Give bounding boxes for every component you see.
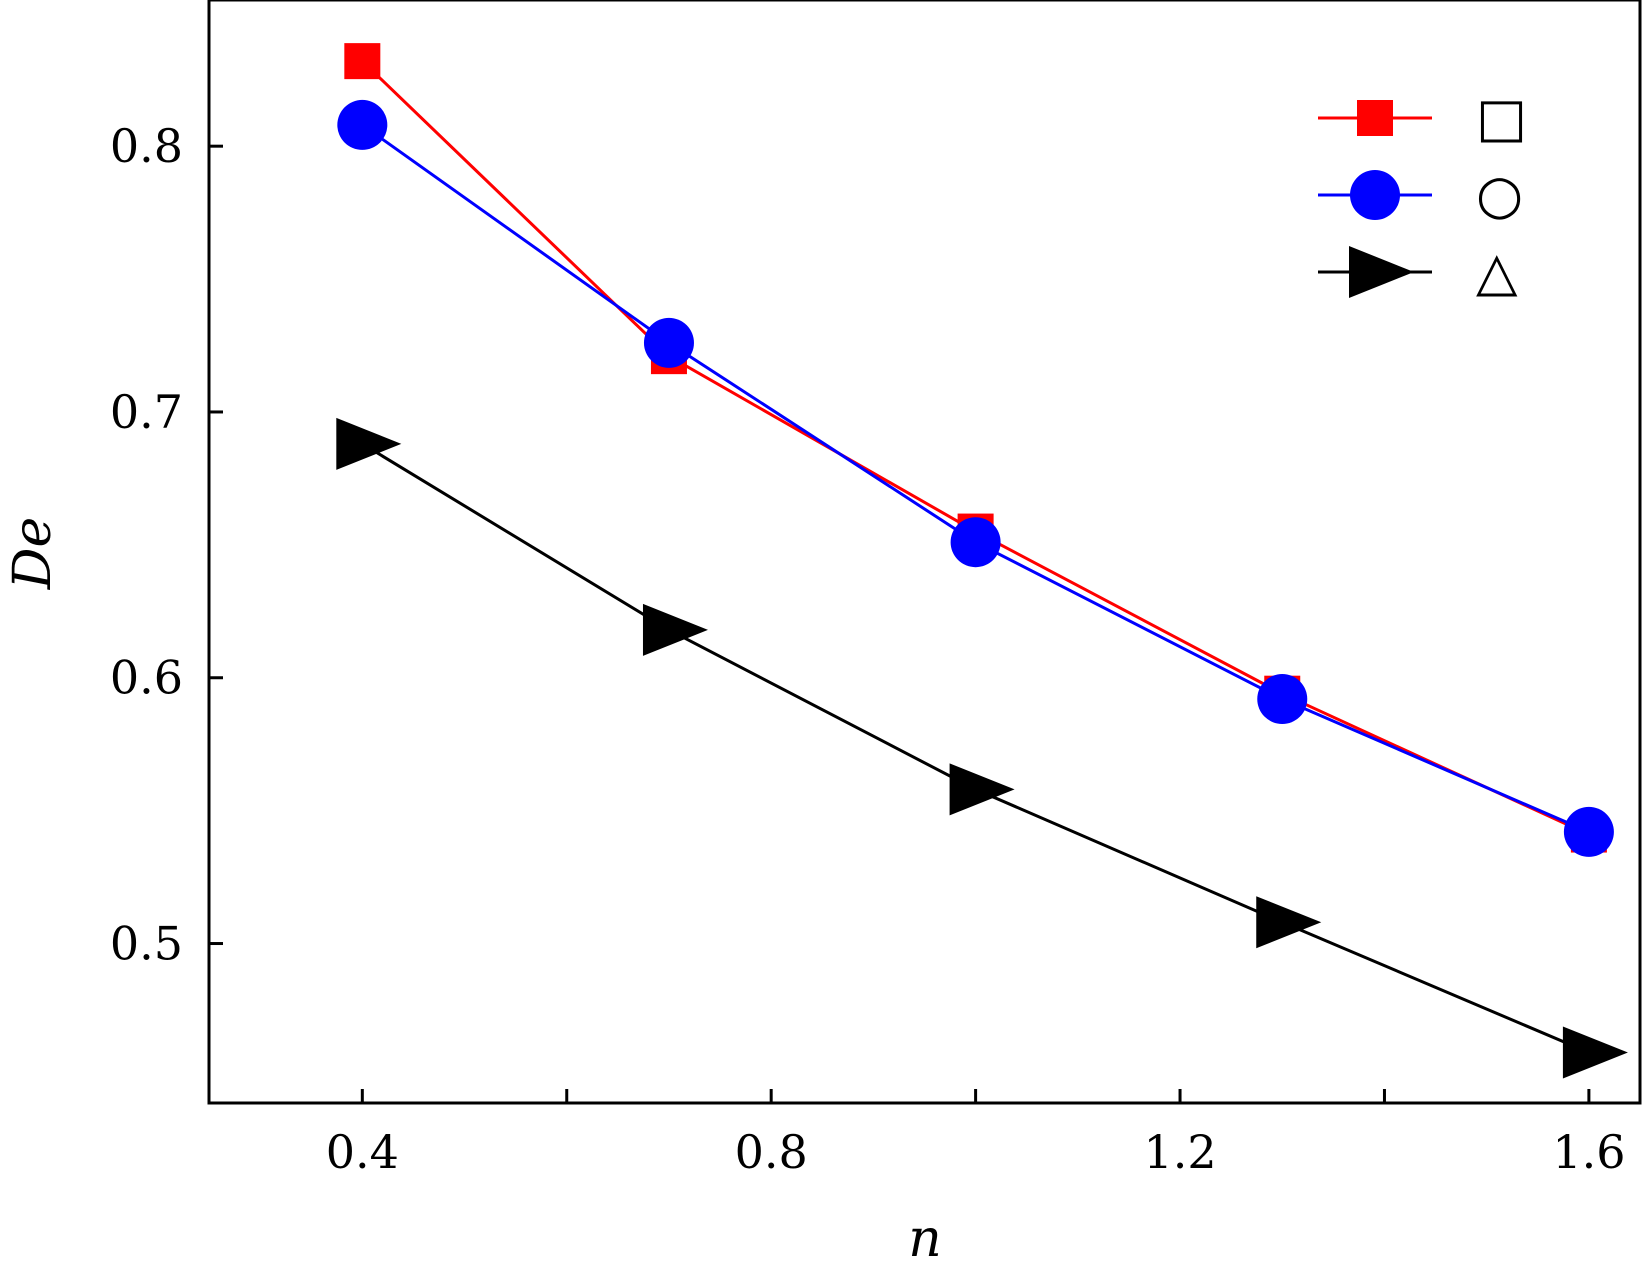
series-2-point-3 <box>1256 896 1322 949</box>
series-1-point-1 <box>643 317 694 368</box>
series-1-point-4 <box>1563 806 1614 857</box>
legend-marker-2 <box>1349 246 1414 298</box>
legend-layer: □ ○ △ <box>1318 86 1527 303</box>
x-tick-label-0: 0.4 <box>326 1125 399 1179</box>
series-0-line <box>361 60 1590 836</box>
ticks-layer: 0.4 0.8 1.2 1.6 0.5 0.6 0.7 0.8 <box>110 119 1626 1179</box>
series-0-point-0 <box>344 43 381 80</box>
series-1-point-0 <box>337 99 388 150</box>
series-2-point-1 <box>642 603 708 656</box>
series-1-point-2 <box>950 517 1001 568</box>
legend-label-2: △ <box>1476 240 1518 303</box>
x-tick-label-2: 1.2 <box>1143 1125 1216 1179</box>
x-tick-label-3: 1.6 <box>1552 1125 1625 1179</box>
y-tick-label-3: 0.8 <box>110 119 183 173</box>
legend-marker-0 <box>1357 100 1393 136</box>
y-tick-label-2: 0.7 <box>110 385 183 439</box>
legend-marker-1 <box>1350 170 1400 220</box>
legend-label-1: ○ <box>1476 163 1523 226</box>
series-2-point-4 <box>1562 1026 1628 1079</box>
series-1-line <box>361 123 1590 834</box>
series-2-point-2 <box>949 763 1015 816</box>
series-2-point-0 <box>336 417 402 470</box>
x-tick-label-1: 0.8 <box>735 1125 808 1179</box>
x-axis-title: n <box>908 1209 942 1266</box>
y-tick-label-1: 0.6 <box>110 651 183 705</box>
legend-label-0: □ <box>1476 86 1527 149</box>
plot-frame <box>207 0 1642 1105</box>
series-1-point-3 <box>1257 674 1308 725</box>
y-tick-label-0: 0.5 <box>110 917 183 971</box>
series-layer <box>336 43 1628 1079</box>
y-axis-title: De <box>3 517 63 590</box>
